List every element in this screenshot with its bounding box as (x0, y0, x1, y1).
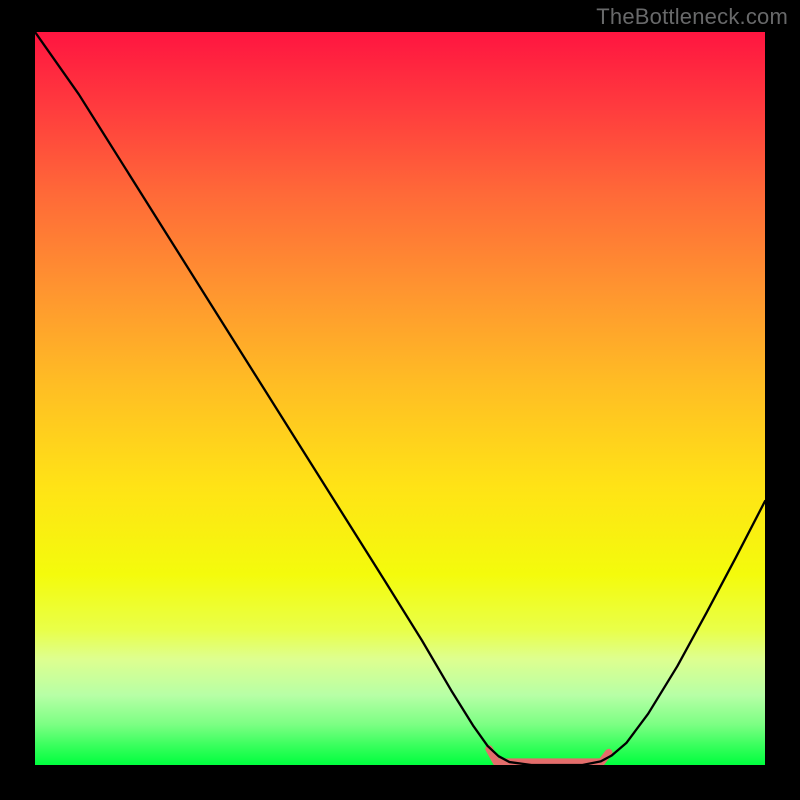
chart-frame: TheBottleneck.com (0, 0, 800, 800)
bottleneck-curve-chart (35, 32, 765, 765)
plot-area (35, 32, 765, 765)
watermark-text: TheBottleneck.com (596, 4, 788, 30)
gradient-background (35, 32, 765, 765)
